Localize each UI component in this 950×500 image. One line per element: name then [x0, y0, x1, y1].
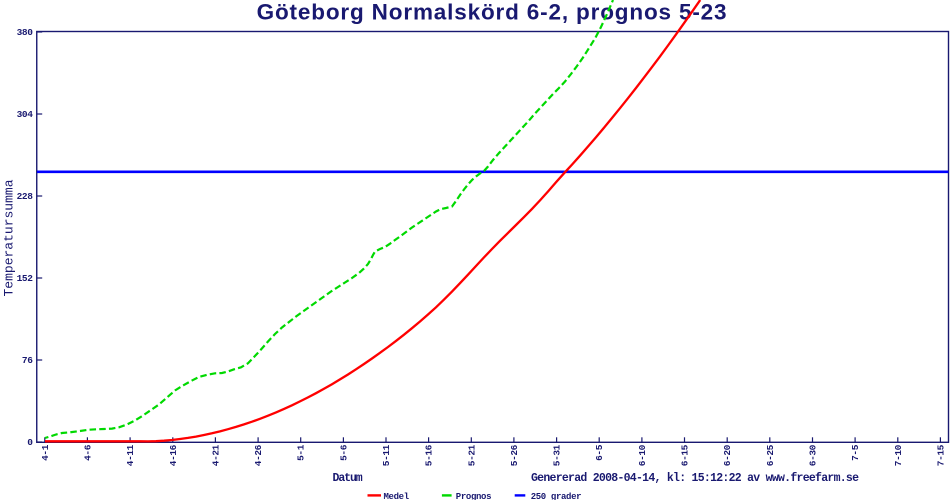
svg-text:5-11: 5-11 — [381, 444, 392, 466]
svg-text:6-20: 6-20 — [722, 444, 733, 466]
svg-text:5-16: 5-16 — [424, 444, 435, 466]
svg-text:5-31: 5-31 — [552, 444, 563, 466]
svg-text:5-6: 5-6 — [338, 444, 349, 461]
svg-text:7-10: 7-10 — [893, 444, 904, 466]
svg-text:Medel: Medel — [384, 492, 410, 500]
svg-text:380: 380 — [17, 27, 34, 38]
svg-text:Datum: Datum — [333, 472, 363, 485]
svg-text:Genererad 2008-04-14, kl: 15:1: Genererad 2008-04-14, kl: 15:12:22 av ww… — [531, 472, 859, 485]
svg-text:6-5: 6-5 — [594, 444, 605, 461]
svg-text:4-11: 4-11 — [125, 444, 136, 466]
svg-text:Göteborg Normalskörd 6-2, prog: Göteborg Normalskörd 6-2, prognos 5-23 — [257, 0, 728, 25]
svg-text:4-26: 4-26 — [253, 444, 264, 466]
svg-text:4-16: 4-16 — [168, 444, 179, 466]
svg-text:6-15: 6-15 — [680, 444, 691, 466]
svg-text:Temperatursumma: Temperatursumma — [2, 179, 17, 296]
svg-text:76: 76 — [22, 355, 33, 366]
svg-text:0: 0 — [27, 437, 33, 448]
svg-text:6-10: 6-10 — [637, 444, 648, 466]
svg-text:5-21: 5-21 — [466, 444, 477, 466]
svg-text:4-1: 4-1 — [40, 444, 51, 461]
svg-text:6-30: 6-30 — [808, 444, 819, 466]
svg-text:250 grader: 250 grader — [531, 492, 582, 500]
svg-text:4-21: 4-21 — [210, 444, 221, 466]
svg-text:304: 304 — [17, 109, 34, 120]
svg-text:152: 152 — [17, 273, 34, 284]
svg-text:7-15: 7-15 — [935, 444, 946, 466]
svg-text:5-26: 5-26 — [509, 444, 520, 466]
svg-text:6-25: 6-25 — [765, 444, 776, 466]
svg-text:7-5: 7-5 — [850, 444, 861, 461]
svg-text:228: 228 — [17, 191, 34, 202]
svg-text:5-1: 5-1 — [296, 444, 307, 461]
svg-text:Prognos: Prognos — [456, 492, 491, 500]
svg-text:4-6: 4-6 — [82, 444, 93, 461]
